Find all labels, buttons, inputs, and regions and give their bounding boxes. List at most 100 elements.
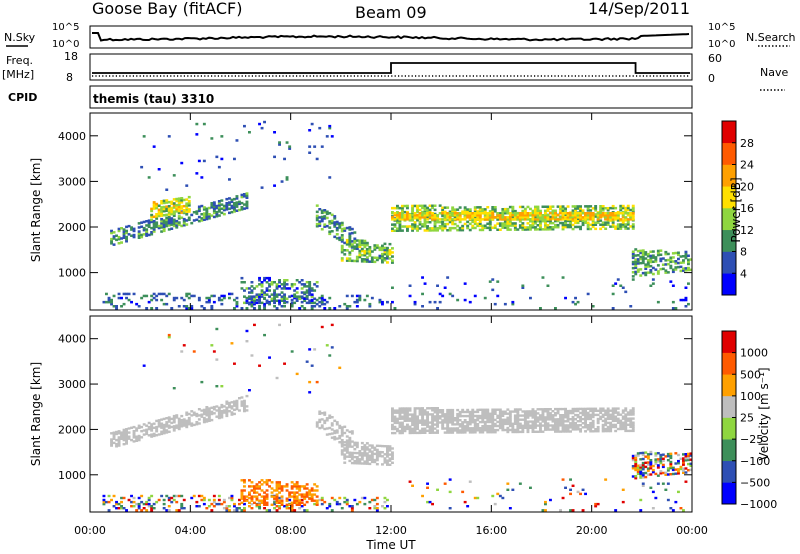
data-cell (370, 454, 374, 457)
data-cell (478, 420, 482, 424)
data-cell (340, 238, 344, 242)
data-cell (401, 216, 404, 219)
data-cell (335, 237, 339, 240)
data-cell (393, 411, 397, 414)
data-cell (666, 271, 670, 274)
data-cell (571, 428, 575, 431)
data-cell (508, 410, 512, 413)
data-cell (212, 207, 216, 210)
data-cell (506, 216, 510, 219)
data-cell (280, 503, 284, 506)
data-cell (433, 411, 437, 414)
data-cell (240, 396, 244, 399)
data-cell (581, 209, 585, 212)
data-cell (160, 426, 164, 429)
data-cell (368, 444, 372, 447)
data-cell (135, 437, 139, 440)
data-cell (687, 268, 690, 272)
data-cell (463, 206, 467, 209)
data-cell (498, 410, 502, 413)
data-cell (320, 145, 324, 148)
data-cell (140, 235, 144, 239)
data-cell (644, 271, 648, 275)
data-cell (471, 212, 475, 215)
data-cell (278, 281, 281, 284)
data-cell (365, 258, 369, 261)
data-cell (518, 430, 522, 434)
data-cell (335, 437, 339, 440)
data-cell (634, 262, 638, 265)
data-cell (511, 302, 515, 306)
data-cell (205, 215, 209, 219)
data-cell (250, 305, 254, 308)
data-cell (308, 151, 312, 154)
data-cell (157, 433, 161, 436)
data-cell (659, 257, 663, 261)
nave-tick-top: 60 (708, 52, 722, 65)
data-cell (478, 218, 482, 221)
data-cell (451, 212, 455, 215)
data-cell (137, 507, 141, 510)
data-cell (491, 218, 495, 221)
data-cell (601, 430, 605, 433)
data-cell (659, 472, 663, 475)
data-cell (207, 298, 211, 302)
data-cell (197, 209, 201, 213)
data-cell (310, 299, 314, 302)
data-cell (586, 424, 590, 427)
data-cell (255, 293, 259, 296)
data-cell (280, 305, 284, 308)
data-cell (185, 206, 189, 209)
data-cell (190, 305, 194, 308)
data-cell (682, 461, 685, 464)
data-cell (666, 482, 670, 485)
data-cell (408, 284, 412, 287)
data-cell (541, 509, 545, 512)
data-cell (182, 305, 186, 308)
data-cell (451, 208, 455, 211)
data-cell (285, 505, 289, 508)
data-cell (609, 423, 613, 427)
data-cell (353, 451, 357, 455)
data-cell (529, 424, 532, 427)
data-cell (616, 212, 620, 215)
data-cell (629, 417, 633, 420)
data-cell (669, 473, 673, 476)
data-cell (671, 466, 675, 469)
data-cell (551, 428, 555, 431)
data-cell (596, 428, 600, 431)
data-cell (443, 431, 447, 434)
data-cell (513, 416, 517, 419)
cpid-label: CPID (8, 91, 37, 104)
data-cell (584, 417, 587, 421)
data-cell (110, 237, 113, 241)
data-cell (190, 221, 194, 225)
data-cell (406, 407, 409, 410)
data-cell (468, 208, 472, 211)
data-cell (531, 410, 535, 413)
data-cell (228, 203, 231, 206)
data-cell (185, 198, 189, 201)
data-cell (255, 505, 259, 508)
data-cell (222, 204, 226, 208)
data-cell (586, 426, 590, 429)
data-cell (431, 427, 434, 430)
data-cell (345, 455, 349, 458)
data-cell (539, 222, 542, 225)
data-cell (441, 218, 445, 221)
data-cell (423, 431, 427, 434)
data-cell (348, 234, 352, 237)
data-cell (205, 209, 209, 213)
data-cell (478, 408, 482, 411)
data-cell (687, 458, 690, 462)
data-cell (368, 246, 372, 249)
data-cell (641, 255, 645, 258)
data-cell (581, 407, 585, 411)
data-cell (436, 214, 439, 217)
data-cell (363, 460, 367, 463)
data-cell (280, 291, 284, 294)
data-cell (466, 421, 470, 424)
data-cell (353, 231, 357, 234)
data-cell (566, 424, 570, 427)
data-cell (423, 214, 427, 217)
